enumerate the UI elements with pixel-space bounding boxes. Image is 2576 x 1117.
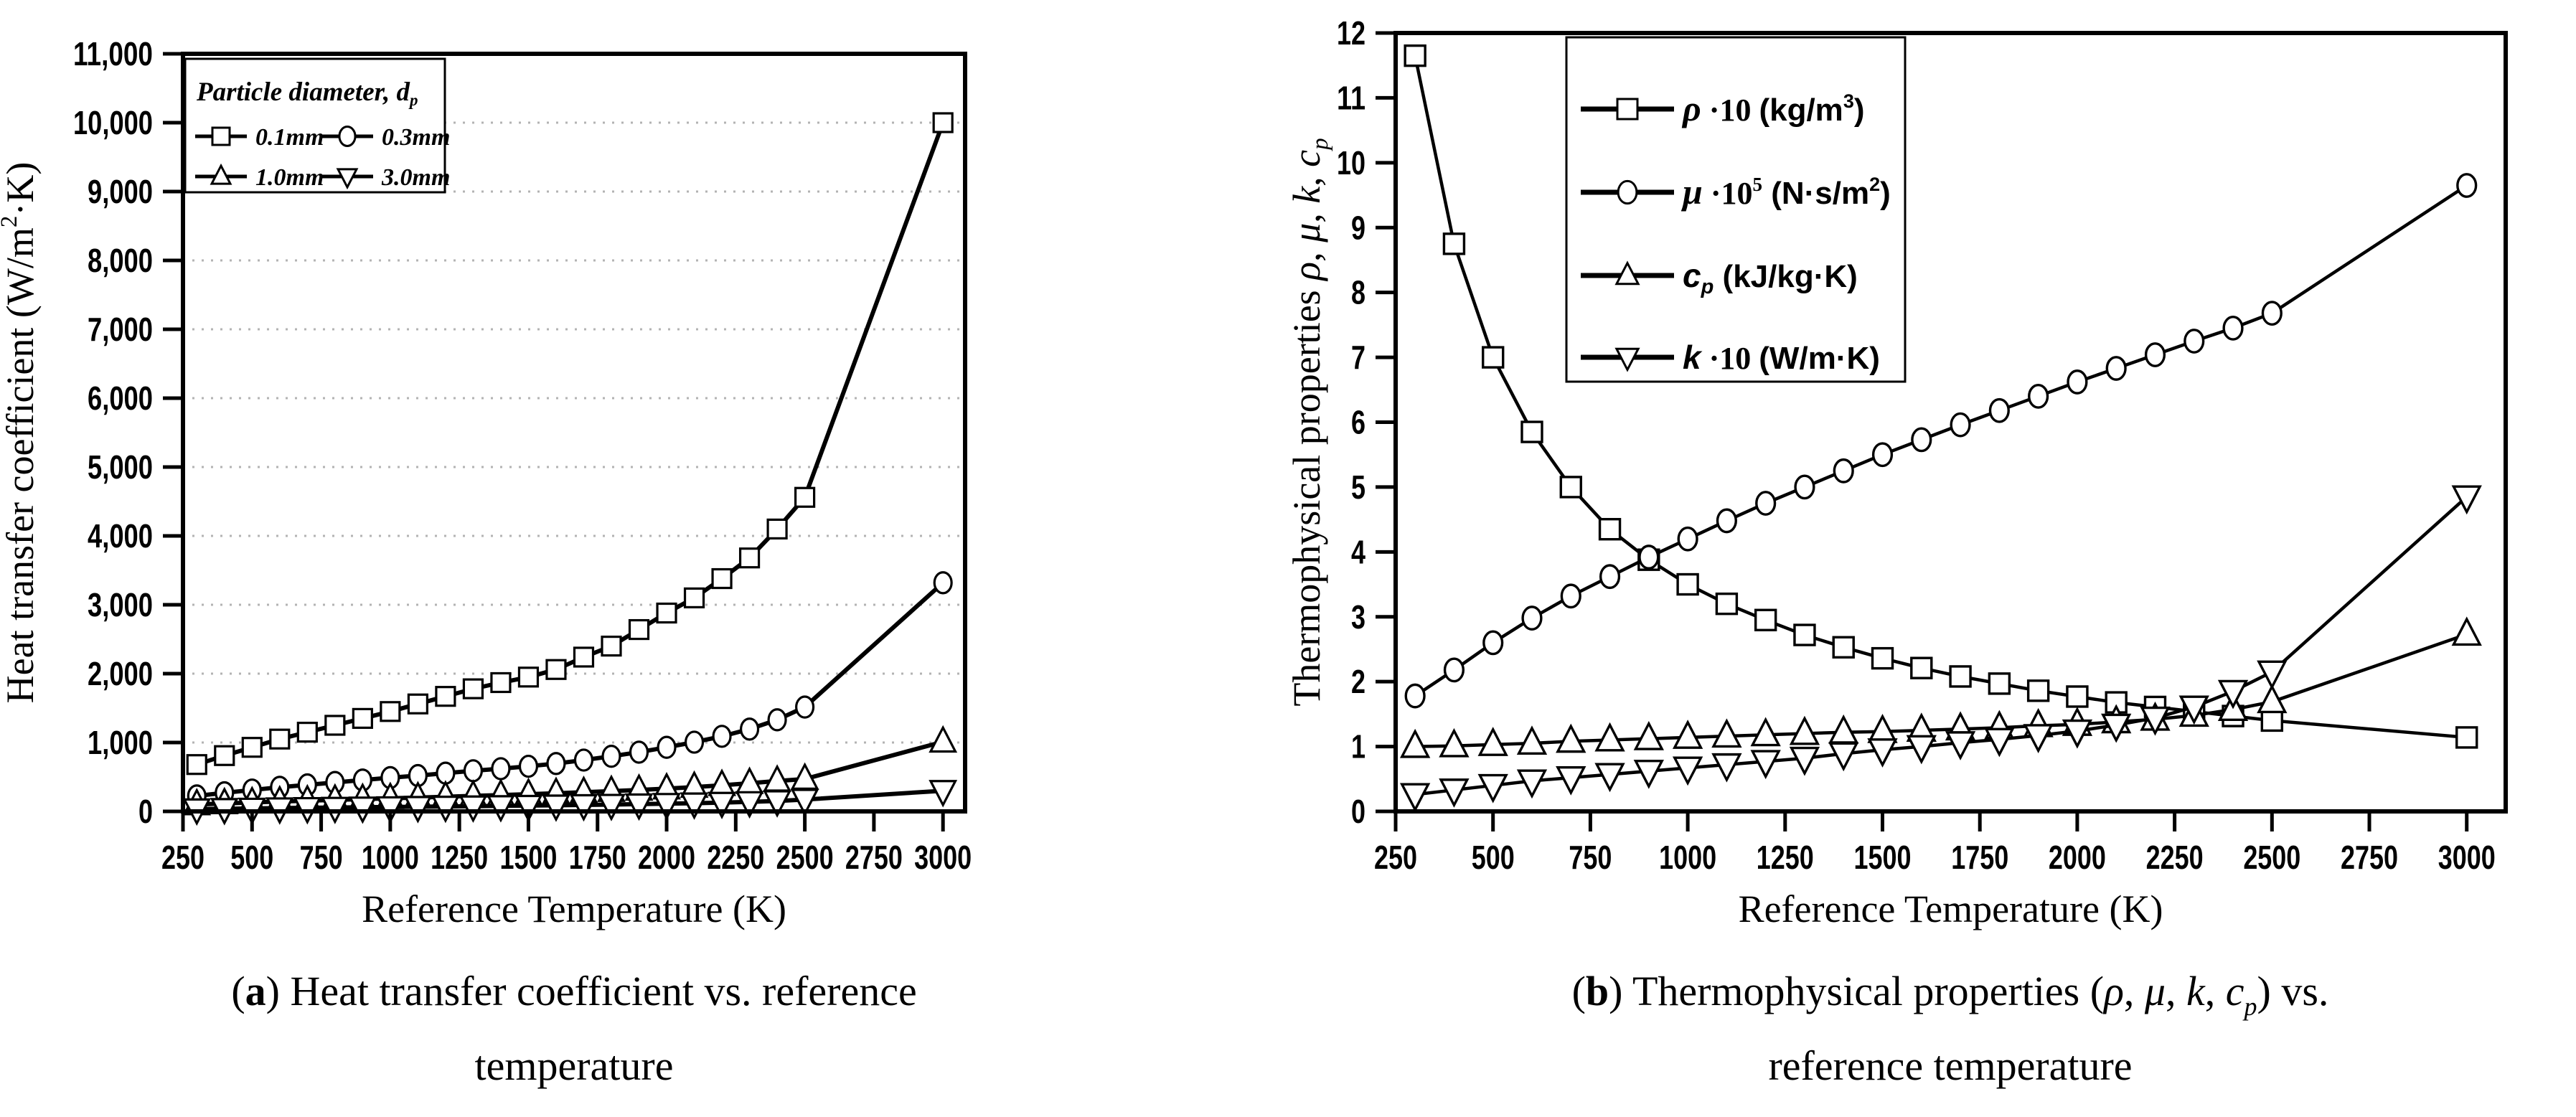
svg-text:9,000: 9,000 [88, 173, 153, 210]
svg-text:5,000: 5,000 [88, 448, 153, 486]
svg-text:8: 8 [1351, 274, 1365, 311]
svg-text:4: 4 [1351, 533, 1365, 570]
svg-text:ρ ·10 (kg/m3): ρ ·10 (kg/m3) [1681, 88, 1865, 128]
svg-text:6,000: 6,000 [88, 380, 153, 417]
svg-text:5: 5 [1351, 468, 1365, 506]
svg-text:0.1mm: 0.1mm [255, 124, 324, 151]
svg-text:10: 10 [1337, 144, 1365, 182]
svg-text:2,000: 2,000 [88, 655, 153, 692]
svg-text:1750: 1750 [569, 839, 626, 876]
svg-text:9: 9 [1351, 209, 1365, 246]
svg-text:2250: 2250 [2146, 839, 2204, 876]
svg-text:12: 12 [1337, 14, 1365, 52]
svg-text:2000: 2000 [638, 839, 695, 876]
svg-text:μ ·105 (N·s/m2): μ ·105 (N·s/m2) [1680, 171, 1891, 212]
svg-text:1000: 1000 [362, 839, 419, 876]
svg-text:2000: 2000 [2049, 839, 2106, 876]
svg-text:1250: 1250 [1757, 839, 1814, 876]
panel-b: 0 1 2 3 4 5 6 7 8 9 10 11 12 250 500 750 1000 1250 1500 175… [1288, 0, 2576, 1117]
svg-text:0: 0 [1351, 793, 1365, 830]
svg-text:Reference Temperature (K): Reference Temperature (K) [362, 887, 786, 930]
svg-text:3,000: 3,000 [88, 586, 153, 623]
svg-text:3000: 3000 [914, 839, 972, 876]
svg-text:11,000: 11,000 [73, 35, 153, 72]
svg-text:2750: 2750 [2341, 839, 2398, 876]
svg-text:1750: 1750 [1951, 839, 2008, 876]
svg-text:cp (kJ/kg·K): cp (kJ/kg·K) [1683, 257, 1858, 298]
svg-text:250: 250 [1374, 839, 1417, 876]
svg-text:3: 3 [1351, 598, 1365, 636]
svg-text:1,000: 1,000 [88, 724, 153, 761]
svg-text:3000: 3000 [2438, 839, 2496, 876]
caption-b-line2: reference temperature [1768, 1042, 2133, 1089]
svg-text:Heat transfer coefficient (W/m: Heat transfer coefficient (W/m2·K) [0, 162, 42, 704]
svg-text:500: 500 [1472, 839, 1515, 876]
svg-text:2500: 2500 [776, 839, 834, 876]
caption-a: (a) Heat transfer coefficient vs. refere… [39, 954, 1109, 1103]
svg-text:2750: 2750 [845, 839, 903, 876]
panel-a: 0 1,000 2,000 3,000 4,000 5,000 6,000 7,000 8,00… [0, 35, 1109, 1103]
caption-a-line1: (a) Heat transfer coefficient vs. refere… [231, 968, 917, 1014]
svg-text:11: 11 [1337, 79, 1365, 116]
chart-a-heat-transfer-coefficient: 0 1,000 2,000 3,000 4,000 5,000 6,000 7,000 8,00… [0, 35, 972, 930]
svg-text:0.3mm: 0.3mm [382, 124, 450, 151]
svg-text:7,000: 7,000 [88, 311, 153, 348]
svg-text:1500: 1500 [1854, 839, 1912, 876]
svg-text:Thermophysical properties ρ, μ: Thermophysical properties ρ, μ, k, cp [1288, 138, 1333, 706]
svg-text:500: 500 [230, 839, 273, 876]
svg-text:2250: 2250 [707, 839, 764, 876]
svg-text:Reference Temperature (K): Reference Temperature (K) [1739, 887, 2163, 930]
svg-text:3.0mm: 3.0mm [381, 164, 450, 191]
svg-text:1: 1 [1351, 728, 1365, 765]
svg-text:Particle diameter, dp: Particle diameter, dp [196, 77, 418, 109]
svg-text:2: 2 [1351, 663, 1365, 700]
svg-text:0: 0 [138, 793, 153, 830]
svg-text:8,000: 8,000 [88, 242, 153, 279]
svg-text:1000: 1000 [1659, 839, 1716, 876]
svg-text:2500: 2500 [2243, 839, 2300, 876]
svg-text:6: 6 [1351, 404, 1365, 441]
svg-text:1250: 1250 [431, 839, 488, 876]
caption-b-line1: (b) Thermophysical properties (ρ, μ, k, … [1571, 968, 2329, 1021]
svg-text:4,000: 4,000 [88, 517, 153, 555]
caption-a-line2: temperature [474, 1042, 674, 1089]
svg-text:750: 750 [300, 839, 343, 876]
svg-text:1.0mm: 1.0mm [255, 164, 324, 191]
svg-text:10,000: 10,000 [73, 104, 153, 141]
svg-text:750: 750 [1569, 839, 1612, 876]
svg-text:k ·10 (W/m·K): k ·10 (W/m·K) [1683, 339, 1880, 376]
svg-text:7: 7 [1351, 339, 1365, 376]
svg-text:1500: 1500 [499, 839, 557, 876]
svg-text:250: 250 [161, 839, 205, 876]
caption-b: (b) Thermophysical properties (ρ, μ, k, … [1360, 954, 2541, 1103]
